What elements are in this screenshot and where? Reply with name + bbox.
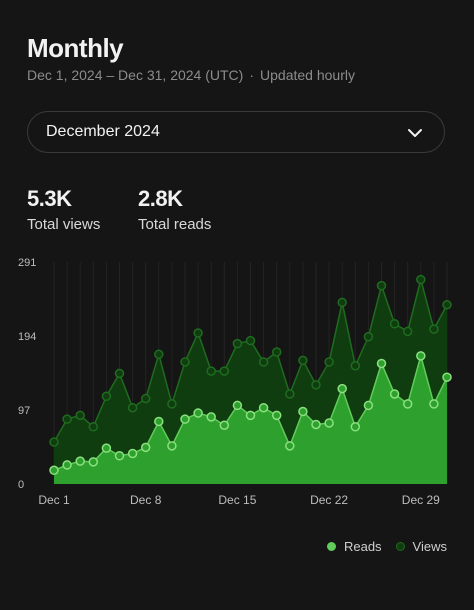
reads-point: [193, 408, 203, 418]
views-point: [402, 326, 413, 337]
reads-point: [206, 412, 216, 422]
date-range-line: Dec 1, 2024 – Dec 31, 2024 (UTC) · Updated…: [27, 67, 355, 83]
reads-point: [245, 410, 256, 421]
total-views-value: 5.3K: [27, 186, 72, 211]
views-point: [180, 357, 190, 367]
reads-point: [416, 351, 426, 361]
period-dropdown[interactable]: December 2024: [27, 111, 445, 153]
legend-label-views: Views: [412, 539, 447, 554]
views-point: [258, 357, 269, 367]
views-point: [389, 319, 400, 329]
views-point: [167, 399, 177, 409]
reads-point: [232, 400, 243, 411]
chart-legend: Reads Views: [313, 539, 447, 554]
reads-point: [350, 422, 361, 432]
views-point: [75, 410, 85, 421]
total-views-label: Total views: [27, 216, 101, 233]
reads-point: [114, 451, 125, 461]
views-point: [245, 335, 256, 346]
legend-label-reads: Reads: [343, 539, 382, 554]
views-point: [363, 332, 374, 342]
reads-point: [337, 383, 347, 394]
reads-point: [311, 419, 321, 430]
separator-dot: ·: [249, 67, 255, 83]
reads-point: [140, 442, 151, 453]
x-tick-label: Dec 29: [402, 493, 440, 507]
views-point: [337, 297, 347, 308]
views-point: [324, 357, 334, 367]
reads-point: [101, 443, 112, 453]
views-point: [127, 402, 138, 413]
reads-point: [62, 460, 72, 470]
reads-point: [363, 400, 374, 411]
x-tick-label: Dec 1: [38, 493, 70, 507]
total-views-stat: 5.3K Total views: [27, 186, 100, 233]
views-point: [232, 338, 243, 349]
reads-point: [376, 358, 387, 369]
page-title: Monthly: [27, 33, 124, 63]
reads-point: [389, 389, 400, 399]
reads-point: [324, 418, 334, 428]
views-point: [114, 368, 125, 379]
legend-item-reads[interactable]: Reads: [326, 539, 382, 554]
legend-item-views[interactable]: Views: [395, 539, 447, 554]
reads-point: [442, 372, 452, 382]
views-point: [193, 328, 203, 338]
views-point: [350, 361, 361, 371]
views-point: [311, 380, 321, 390]
reads-point: [298, 406, 308, 417]
update-note: Updated hourly: [260, 67, 355, 83]
legend-dot-reads: [326, 542, 336, 551]
period-dropdown-value: December 2024: [46, 123, 160, 140]
views-point: [429, 324, 439, 334]
views-point: [416, 274, 426, 285]
reads-point: [180, 414, 190, 424]
views-point: [442, 299, 452, 310]
x-tick-label: Dec 15: [218, 493, 256, 507]
views-point: [101, 391, 112, 402]
views-point: [49, 437, 59, 447]
views-point: [298, 355, 308, 366]
reads-point: [402, 399, 413, 409]
reads-point: [154, 416, 164, 427]
x-tick-label: Dec 22: [310, 493, 348, 507]
views-point: [154, 349, 164, 360]
total-reads-stat: 2.8K Total reads: [138, 186, 211, 233]
reads-point: [167, 441, 177, 451]
views-point: [62, 414, 72, 424]
reads-point: [271, 410, 282, 421]
reads-point: [258, 402, 269, 413]
views-point: [206, 366, 216, 376]
y-tick-label: 97: [18, 405, 30, 417]
total-reads-label: Total reads: [138, 216, 212, 233]
stats-area-chart: 291 194 97 0 Dec 1 Dec 8 Dec 15 Dec 22 Dec 29: [18, 257, 452, 507]
reads-point: [127, 448, 138, 459]
y-tick-label: 0: [18, 479, 24, 491]
views-point: [376, 280, 387, 291]
reads-point: [88, 457, 99, 467]
views-point: [285, 389, 295, 399]
views-point: [140, 393, 151, 404]
date-range: Dec 1, 2024 – Dec 31, 2024 (UTC): [27, 67, 244, 83]
views-point: [271, 347, 282, 357]
chevron-down-icon: [408, 129, 422, 137]
y-tick-label: 291: [18, 257, 36, 269]
y-tick-label: 194: [18, 331, 36, 343]
reads-point: [219, 420, 230, 431]
legend-dot-views: [395, 542, 405, 551]
reads-point: [49, 465, 59, 476]
views-point: [88, 422, 99, 432]
reads-point: [285, 441, 295, 451]
reads-point: [429, 399, 439, 409]
reads-point: [75, 456, 85, 466]
x-tick-label: Dec 8: [130, 493, 162, 507]
total-reads-value: 2.8K: [138, 186, 183, 211]
views-point: [219, 366, 230, 376]
